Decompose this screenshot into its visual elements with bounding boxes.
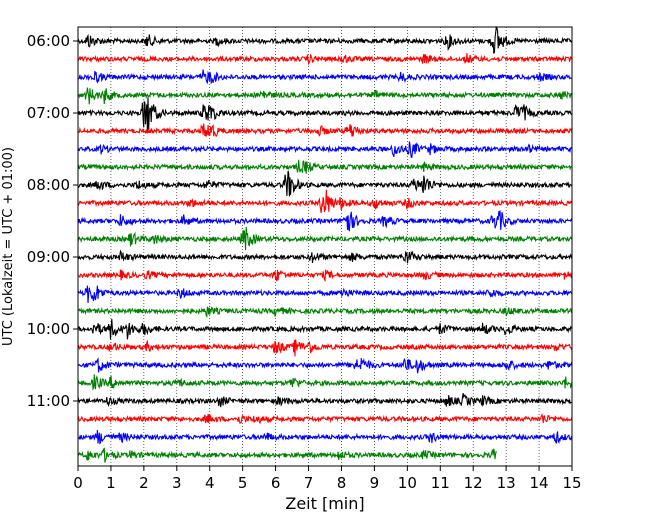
trace-0945 xyxy=(77,306,573,318)
x-tick-label: 2 xyxy=(139,474,149,492)
x-tick-label: 8 xyxy=(337,474,347,492)
y-tick-label: 06:00 xyxy=(27,32,70,50)
x-tick-label: 13 xyxy=(497,474,516,492)
y-tick-label: 08:00 xyxy=(27,176,70,194)
x-tick-label: 14 xyxy=(530,474,549,492)
trace-0730 xyxy=(77,141,573,159)
trace-0930 xyxy=(77,285,573,303)
trace-1115 xyxy=(77,413,573,425)
x-tick-label: 5 xyxy=(238,474,248,492)
y-tick-label: 09:00 xyxy=(27,248,70,266)
trace-1030 xyxy=(77,357,573,374)
trace-1045 xyxy=(77,374,573,391)
y-tick-label: 07:00 xyxy=(27,104,70,122)
trace-0645 xyxy=(77,87,573,105)
trace-0830 xyxy=(77,210,573,232)
y-axis-label: UTC (Lokalzeit = UTC + 01:00) xyxy=(1,147,16,346)
trace-1130 xyxy=(77,429,573,445)
trace-0915 xyxy=(77,269,573,283)
x-tick-label: 15 xyxy=(562,474,581,492)
y-tick-label: 10:00 xyxy=(27,320,70,338)
trace-0815 xyxy=(77,189,573,214)
trace-0700 xyxy=(77,97,573,132)
x-tick-label: 0 xyxy=(73,474,83,492)
x-tick-label: 1 xyxy=(106,474,116,492)
x-axis-label: Zeit [min] xyxy=(285,494,364,513)
trace-0630 xyxy=(77,69,573,85)
trace-0845 xyxy=(77,226,573,251)
trace-group xyxy=(77,25,573,463)
x-tick-label: 12 xyxy=(464,474,483,492)
trace-0745 xyxy=(77,159,573,174)
trace-0615 xyxy=(77,53,573,66)
plot-frame xyxy=(77,26,573,467)
trace-0600 xyxy=(77,25,573,54)
trace-0715 xyxy=(77,123,573,138)
x-axis-ticks: 0 1 2 3 4 5 6 7 8 9 10 11 12 13 14 15 xyxy=(73,466,582,492)
trace-1100 xyxy=(77,393,573,408)
vertical-grid-lines xyxy=(110,27,540,466)
x-tick-label: 6 xyxy=(271,474,281,492)
x-tick-label: 11 xyxy=(431,474,450,492)
x-tick-label: 3 xyxy=(172,474,182,492)
trace-1015 xyxy=(77,339,573,357)
x-tick-label: 7 xyxy=(304,474,314,492)
trace-1145 xyxy=(77,447,497,463)
trace-0900 xyxy=(77,249,573,264)
x-tick-label: 10 xyxy=(398,474,417,492)
y-tick-label: 11:00 xyxy=(27,392,70,410)
trace-1000 xyxy=(77,318,573,340)
y-axis-ticks: 06:00 07:00 08:00 09:00 10:00 11:00 xyxy=(27,32,78,410)
trace-0800 xyxy=(77,170,573,197)
x-tick-label: 4 xyxy=(205,474,215,492)
x-tick-label: 9 xyxy=(370,474,380,492)
